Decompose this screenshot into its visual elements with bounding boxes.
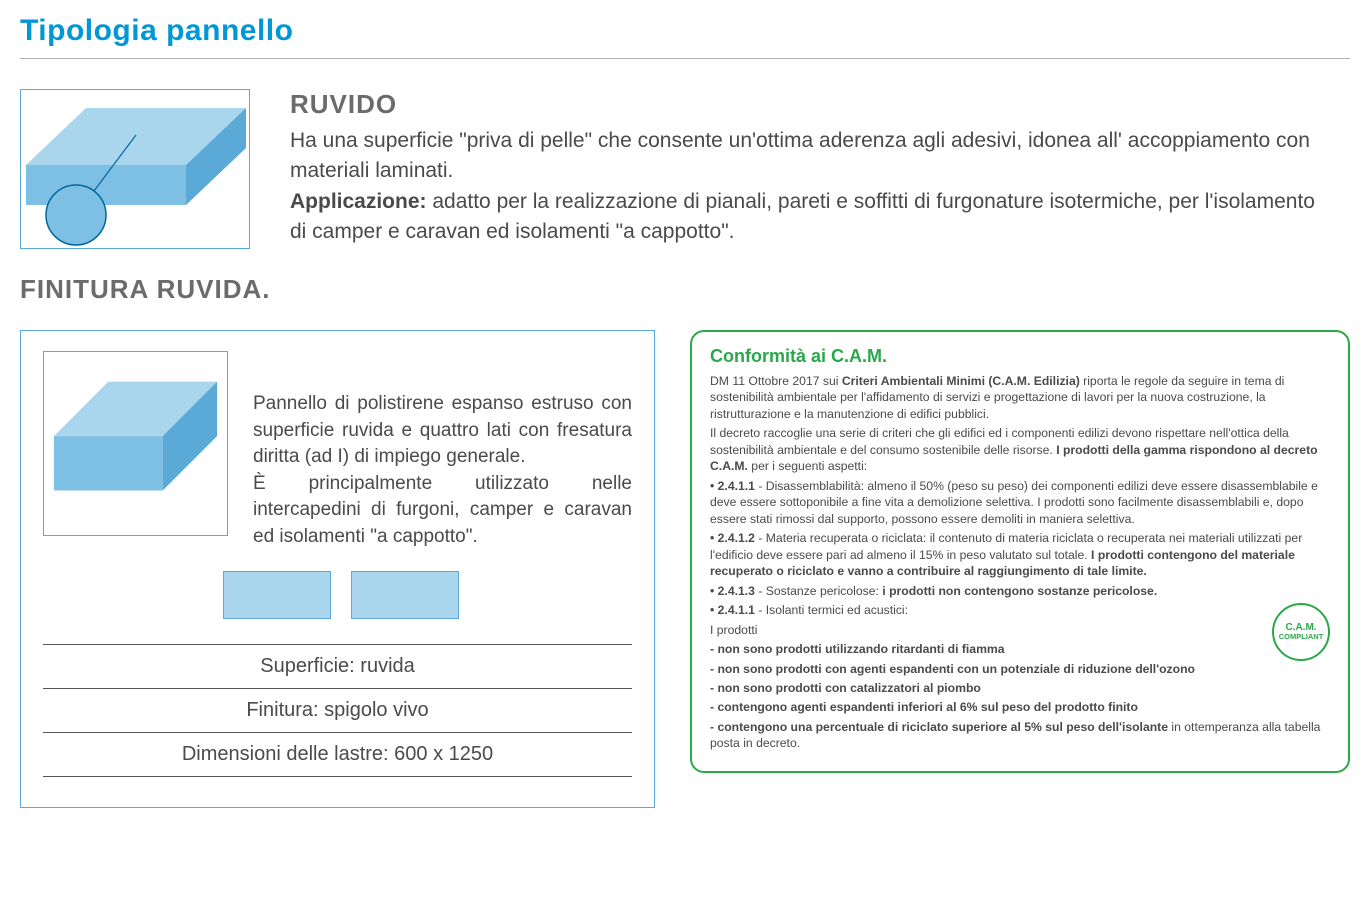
item-num: • 2.4.1.2 xyxy=(710,531,755,545)
two-column: Pannello di polistirene espanso estruso … xyxy=(20,330,1350,808)
text: per i seguenti aspetti: xyxy=(748,459,867,473)
cam-bullet: - non sono prodotti con agenti espandent… xyxy=(710,661,1330,677)
cam-item-2: • 2.4.1.2 - Materia recuperata o ricicla… xyxy=(710,530,1330,579)
page-title: Tipologia pannello xyxy=(20,10,1350,59)
sample-chips xyxy=(223,571,632,619)
intro-body-1: Ha una superficie "priva di pelle" che c… xyxy=(290,126,1320,187)
item-num: • 2.4.1.1 xyxy=(710,479,755,493)
spec-row: Finitura: spigolo vivo xyxy=(43,688,632,732)
badge-line-2: COMPLIANT xyxy=(1279,633,1324,641)
sample-chip xyxy=(223,571,331,619)
left-description: Pannello di polistirene espanso estruso … xyxy=(253,351,632,551)
application-label: Applicazione: xyxy=(290,190,427,213)
panel-illustration-large xyxy=(20,89,250,249)
cam-compliance-box: Conformità ai C.A.M. DM 11 Ottobre 2017 … xyxy=(690,330,1350,773)
text-bold: - contengono una percentuale di riciclat… xyxy=(710,720,1168,734)
intro-text: RUVIDO Ha una superficie "priva di pelle… xyxy=(290,89,1350,249)
cam-title: Conformità ai C.A.M. xyxy=(710,346,1330,367)
cam-bullet: - non sono prodotti utilizzando ritardan… xyxy=(710,641,1330,657)
cam-item-3: • 2.4.1.3 - Sostanze pericolose: i prodo… xyxy=(710,583,1330,599)
spec-row: Dimensioni delle lastre: 600 x 1250 xyxy=(43,732,632,777)
item-num: • 2.4.1.3 xyxy=(710,584,755,598)
specs-table: Superficie: ruvida Finitura: spigolo viv… xyxy=(43,644,632,777)
cam-p1: DM 11 Ottobre 2017 sui Criteri Ambiental… xyxy=(710,373,1330,422)
text-bold: i prodotti non contengono sostanze peric… xyxy=(882,584,1157,598)
text: - Disassemblabilità: almeno il 50% (peso… xyxy=(710,479,1318,526)
intro-application: Applicazione: adatto per la realizzazion… xyxy=(290,187,1320,248)
cam-bullet: - contengono agenti espandenti inferiori… xyxy=(710,699,1330,715)
cam-item-1: • 2.4.1.1 - Disassemblabilità: almeno il… xyxy=(710,478,1330,527)
text: - Sostanze pericolose: xyxy=(755,584,882,598)
item-num: • 2.4.1.1 xyxy=(710,603,755,617)
sample-chip xyxy=(351,571,459,619)
intro-row: RUVIDO Ha una superficie "priva di pelle… xyxy=(20,89,1350,249)
cam-item-4-intro: I prodotti xyxy=(710,622,1330,638)
panel-illustration-small xyxy=(43,351,228,536)
cam-p2: Il decreto raccoglie una serie di criter… xyxy=(710,425,1330,474)
text: - Isolanti termici ed acustici: xyxy=(755,603,908,617)
cam-bullet: - non sono prodotti con catalizzatori al… xyxy=(710,680,1330,696)
cam-item-4: • 2.4.1.1 - Isolanti termici ed acustici… xyxy=(710,602,1330,618)
cam-bullet-last: - contengono una percentuale di riciclat… xyxy=(710,719,1330,752)
section-title: FINITURA RUVIDA. xyxy=(20,274,1350,305)
cam-compliant-badge: C.A.M. COMPLIANT xyxy=(1272,603,1330,661)
text-bold: Criteri Ambientali Minimi (C.A.M. Ediliz… xyxy=(842,374,1080,388)
intro-heading: RUVIDO xyxy=(290,89,1320,120)
left-specs-box: Pannello di polistirene espanso estruso … xyxy=(20,330,655,808)
text: DM 11 Ottobre 2017 sui xyxy=(710,374,842,388)
spec-row: Superficie: ruvida xyxy=(43,644,632,688)
application-body: adatto per la realizzazione di pianali, … xyxy=(290,190,1315,243)
